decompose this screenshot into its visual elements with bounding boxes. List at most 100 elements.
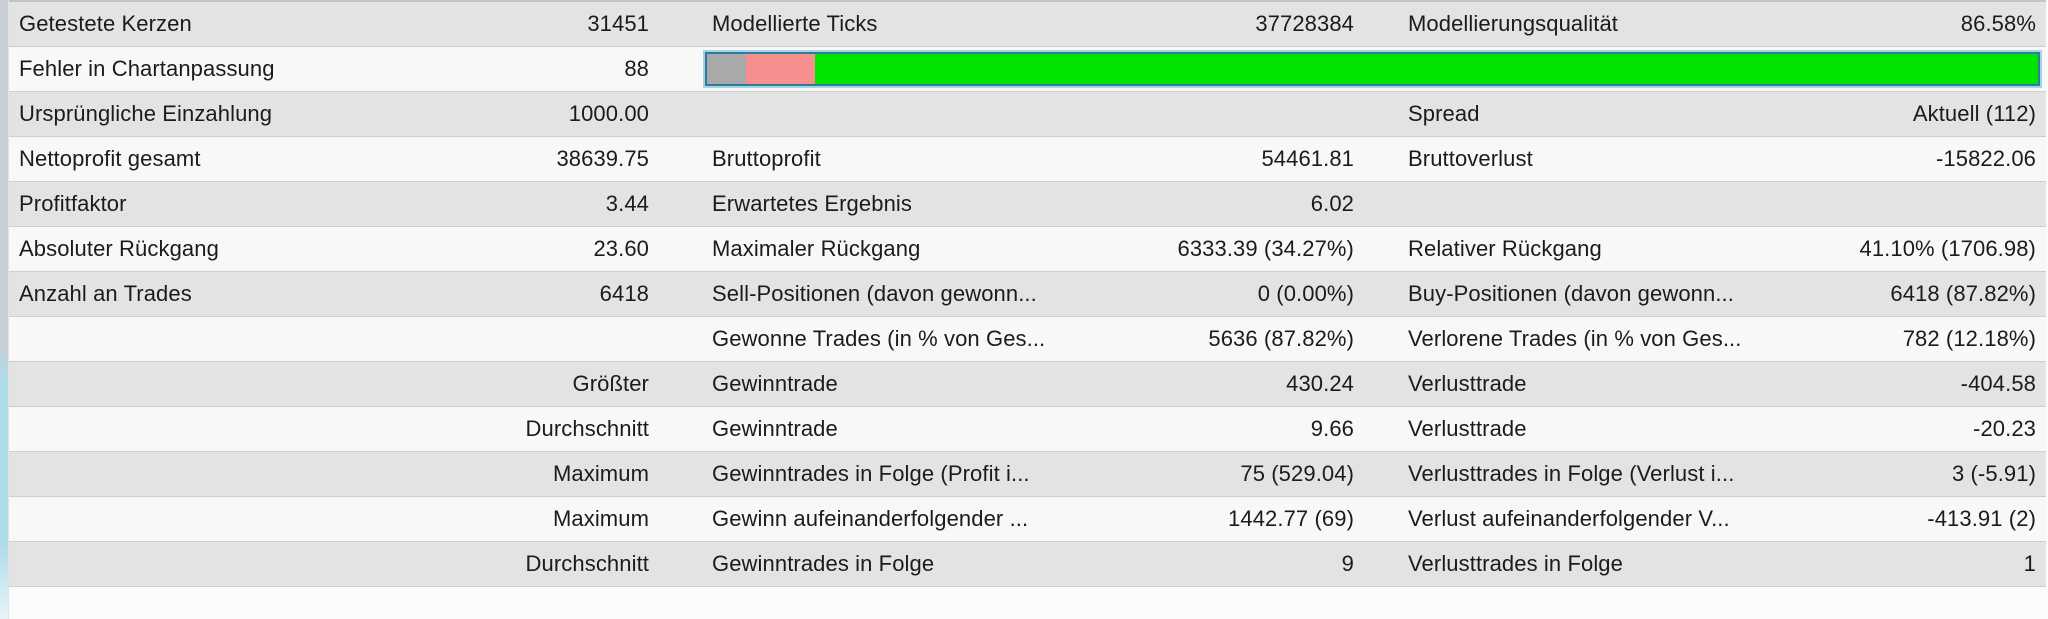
report-cell: Buy-Positionen (davon gewonn... 6418 (87.…	[1396, 272, 2046, 316]
stat-label: Ursprüngliche Einzahlung	[19, 101, 273, 126]
report-cell	[701, 92, 1396, 136]
stat-value: 41.10% (1706.98)	[1859, 236, 2036, 261]
report-row[interactable]: Fehler in Chartanpassung 88	[9, 47, 2046, 92]
stat-value: 37728384	[1255, 11, 1354, 36]
stat-value: 54461.81	[1261, 146, 1354, 171]
report-row[interactable]: Maximum Gewinntrades in Folge (Profit i..…	[9, 452, 2046, 497]
modelled-segment	[814, 54, 2038, 84]
report-row[interactable]: Profitfaktor 3.44 Erwartetes Ergebnis 6.02	[9, 182, 2046, 227]
stat-label: Modellierte Ticks	[712, 11, 878, 36]
report-cell: Fehler in Chartanpassung 88	[9, 47, 701, 91]
report-cell: Getestete Kerzen 31451	[9, 2, 701, 46]
stat-value: 86.58%	[1960, 11, 2036, 36]
stat-label: Fehler in Chartanpassung	[19, 56, 275, 81]
stat-value: 38639.75	[556, 146, 649, 171]
report-row[interactable]: Maximum Gewinn aufeinanderfolgender ... 14…	[9, 497, 2046, 542]
stat-value: 1	[2023, 551, 2036, 576]
stat-label: Profitfaktor	[19, 191, 127, 216]
stat-value: 6.02	[1310, 191, 1354, 216]
backtest-report-table: Getestete Kerzen 31451 Modellierte Ticks 37…	[9, 0, 2046, 587]
stat-value: -20.23	[1973, 416, 2036, 441]
report-cell: Verlusttrades in Folge 1	[1396, 542, 2046, 586]
report-cell: Sell-Positionen (davon gewonn... 0 (0.00%…	[701, 272, 1396, 316]
stat-label: Anzahl an Trades	[19, 281, 192, 306]
stat-label: Verlorene Trades (in % von Ges...	[1408, 326, 1742, 351]
report-cell: Verlusttrades in Folge (Verlust i... 3 (-…	[1396, 452, 2046, 496]
modelling-quality-progress-bar	[705, 52, 2040, 86]
stat-value: 88	[624, 56, 649, 81]
report-cell: Maximum	[9, 497, 701, 541]
report-row[interactable]: Absoluter Rückgang 23.60 Maximaler Rückgan…	[9, 227, 2046, 272]
stat-label: Maximaler Rückgang	[712, 236, 921, 261]
stat-value: 31451	[587, 11, 649, 36]
stat-label: Gewinntrades in Folge	[712, 551, 935, 576]
stat-value: 9	[1341, 551, 1354, 576]
report-row[interactable]: Größter Gewinntrade 430.24 Verlusttrade -404…	[9, 362, 2046, 407]
stat-label: Verlusttrades in Folge (Verlust i...	[1408, 461, 1735, 486]
stat-label: Gewinntrade	[712, 416, 838, 441]
report-cell: Profitfaktor 3.44	[9, 182, 701, 226]
report-cell: Größter	[9, 362, 701, 406]
report-cell: Maximum	[9, 452, 701, 496]
stat-value: 6418 (87.82%)	[1890, 281, 2036, 306]
partially-modelled-segment	[745, 54, 815, 84]
stat-value: 75 (529.04)	[1240, 461, 1354, 486]
stat-label: Verlusttrade	[1408, 416, 1527, 441]
stat-label: Verlust aufeinanderfolgender V...	[1408, 506, 1730, 531]
stat-label: Gewinntrade	[712, 371, 838, 396]
report-cell: Maximaler Rückgang 6333.39 (34.27%)	[701, 227, 1396, 271]
report-cell: Verlorene Trades (in % von Ges... 782 (12…	[1396, 317, 2046, 361]
report-cell: Modellierte Ticks 37728384	[701, 2, 1396, 46]
stat-label: Nettoprofit gesamt	[19, 146, 201, 171]
report-row[interactable]: Getestete Kerzen 31451 Modellierte Ticks 37…	[9, 2, 2046, 47]
stat-label: Gewinntrades in Folge (Profit i...	[712, 461, 1030, 486]
report-cell: Relativer Rückgang 41.10% (1706.98)	[1396, 227, 2046, 271]
report-cell: Bruttoprofit 54461.81	[701, 137, 1396, 181]
report-cell: Gewonne Trades (in % von Ges... 5636 (87.…	[701, 317, 1396, 361]
progress-bar-cell	[701, 47, 2046, 91]
report-cell: Anzahl an Trades 6418	[9, 272, 701, 316]
report-cell: Spread Aktuell (112)	[1396, 92, 2046, 136]
stat-value: 782 (12.18%)	[1902, 326, 2036, 351]
stat-value: -413.91 (2)	[1927, 506, 2036, 531]
stat-value: Durchschnitt	[525, 416, 649, 441]
report-row[interactable]: Nettoprofit gesamt 38639.75 Bruttoprofit 54…	[9, 137, 2046, 182]
report-cell: Ursprüngliche Einzahlung 1000.00	[9, 92, 701, 136]
stat-label: Bruttoprofit	[712, 146, 821, 171]
report-row[interactable]: Ursprüngliche Einzahlung 1000.00 Spread Akt…	[9, 92, 2046, 137]
report-row[interactable]: Gewonne Trades (in % von Ges... 5636 (87.…	[9, 317, 2046, 362]
report-row[interactable]: Anzahl an Trades 6418 Sell-Positionen (dav…	[9, 272, 2046, 317]
report-row[interactable]: Durchschnitt Gewinntrade 9.66 Verlusttrade -…	[9, 407, 2046, 452]
report-cell: Gewinn aufeinanderfolgender ... 1442.77 (…	[701, 497, 1396, 541]
stat-label: Spread	[1408, 101, 1480, 126]
report-cell	[9, 317, 701, 361]
report-cell: Verlusttrade -404.58	[1396, 362, 2046, 406]
stat-value: 3 (-5.91)	[1951, 461, 2036, 486]
stat-label: Absoluter Rückgang	[19, 236, 219, 261]
stat-value: Aktuell (112)	[1912, 101, 2036, 126]
report-cell: Gewinntrade 430.24	[701, 362, 1396, 406]
report-row[interactable]: Durchschnitt Gewinntrades in Folge 9 Verlus…	[9, 542, 2046, 587]
stat-value: Größter	[572, 371, 649, 396]
stat-label: Gewinn aufeinanderfolgender ...	[712, 506, 1029, 531]
stat-label: Verlusttrades in Folge	[1408, 551, 1623, 576]
report-cell: Gewinntrade 9.66	[701, 407, 1396, 451]
stat-value: 0 (0.00%)	[1257, 281, 1354, 306]
report-cell: Erwartetes Ergebnis 6.02	[701, 182, 1396, 226]
report-cell: Modellierungsqualität 86.58%	[1396, 2, 2046, 46]
report-cell: Absoluter Rückgang 23.60	[9, 227, 701, 271]
report-cell: Bruttoverlust -15822.06	[1396, 137, 2046, 181]
left-edge-panel	[0, 0, 9, 619]
stat-value: Maximum	[552, 461, 649, 486]
stat-value: 1442.77 (69)	[1228, 506, 1354, 531]
stat-label: Getestete Kerzen	[19, 11, 192, 36]
stat-label: Modellierungsqualität	[1408, 11, 1619, 36]
report-cell	[1396, 182, 2046, 226]
stat-value: 1000.00	[568, 101, 649, 126]
stat-value: 6333.39 (34.27%)	[1177, 236, 1354, 261]
stat-value: 5636 (87.82%)	[1208, 326, 1354, 351]
stat-value: -15822.06	[1936, 146, 2036, 171]
unmodelled-segment	[707, 54, 746, 84]
report-cell: Durchschnitt	[9, 407, 701, 451]
report-cell: Nettoprofit gesamt 38639.75	[9, 137, 701, 181]
